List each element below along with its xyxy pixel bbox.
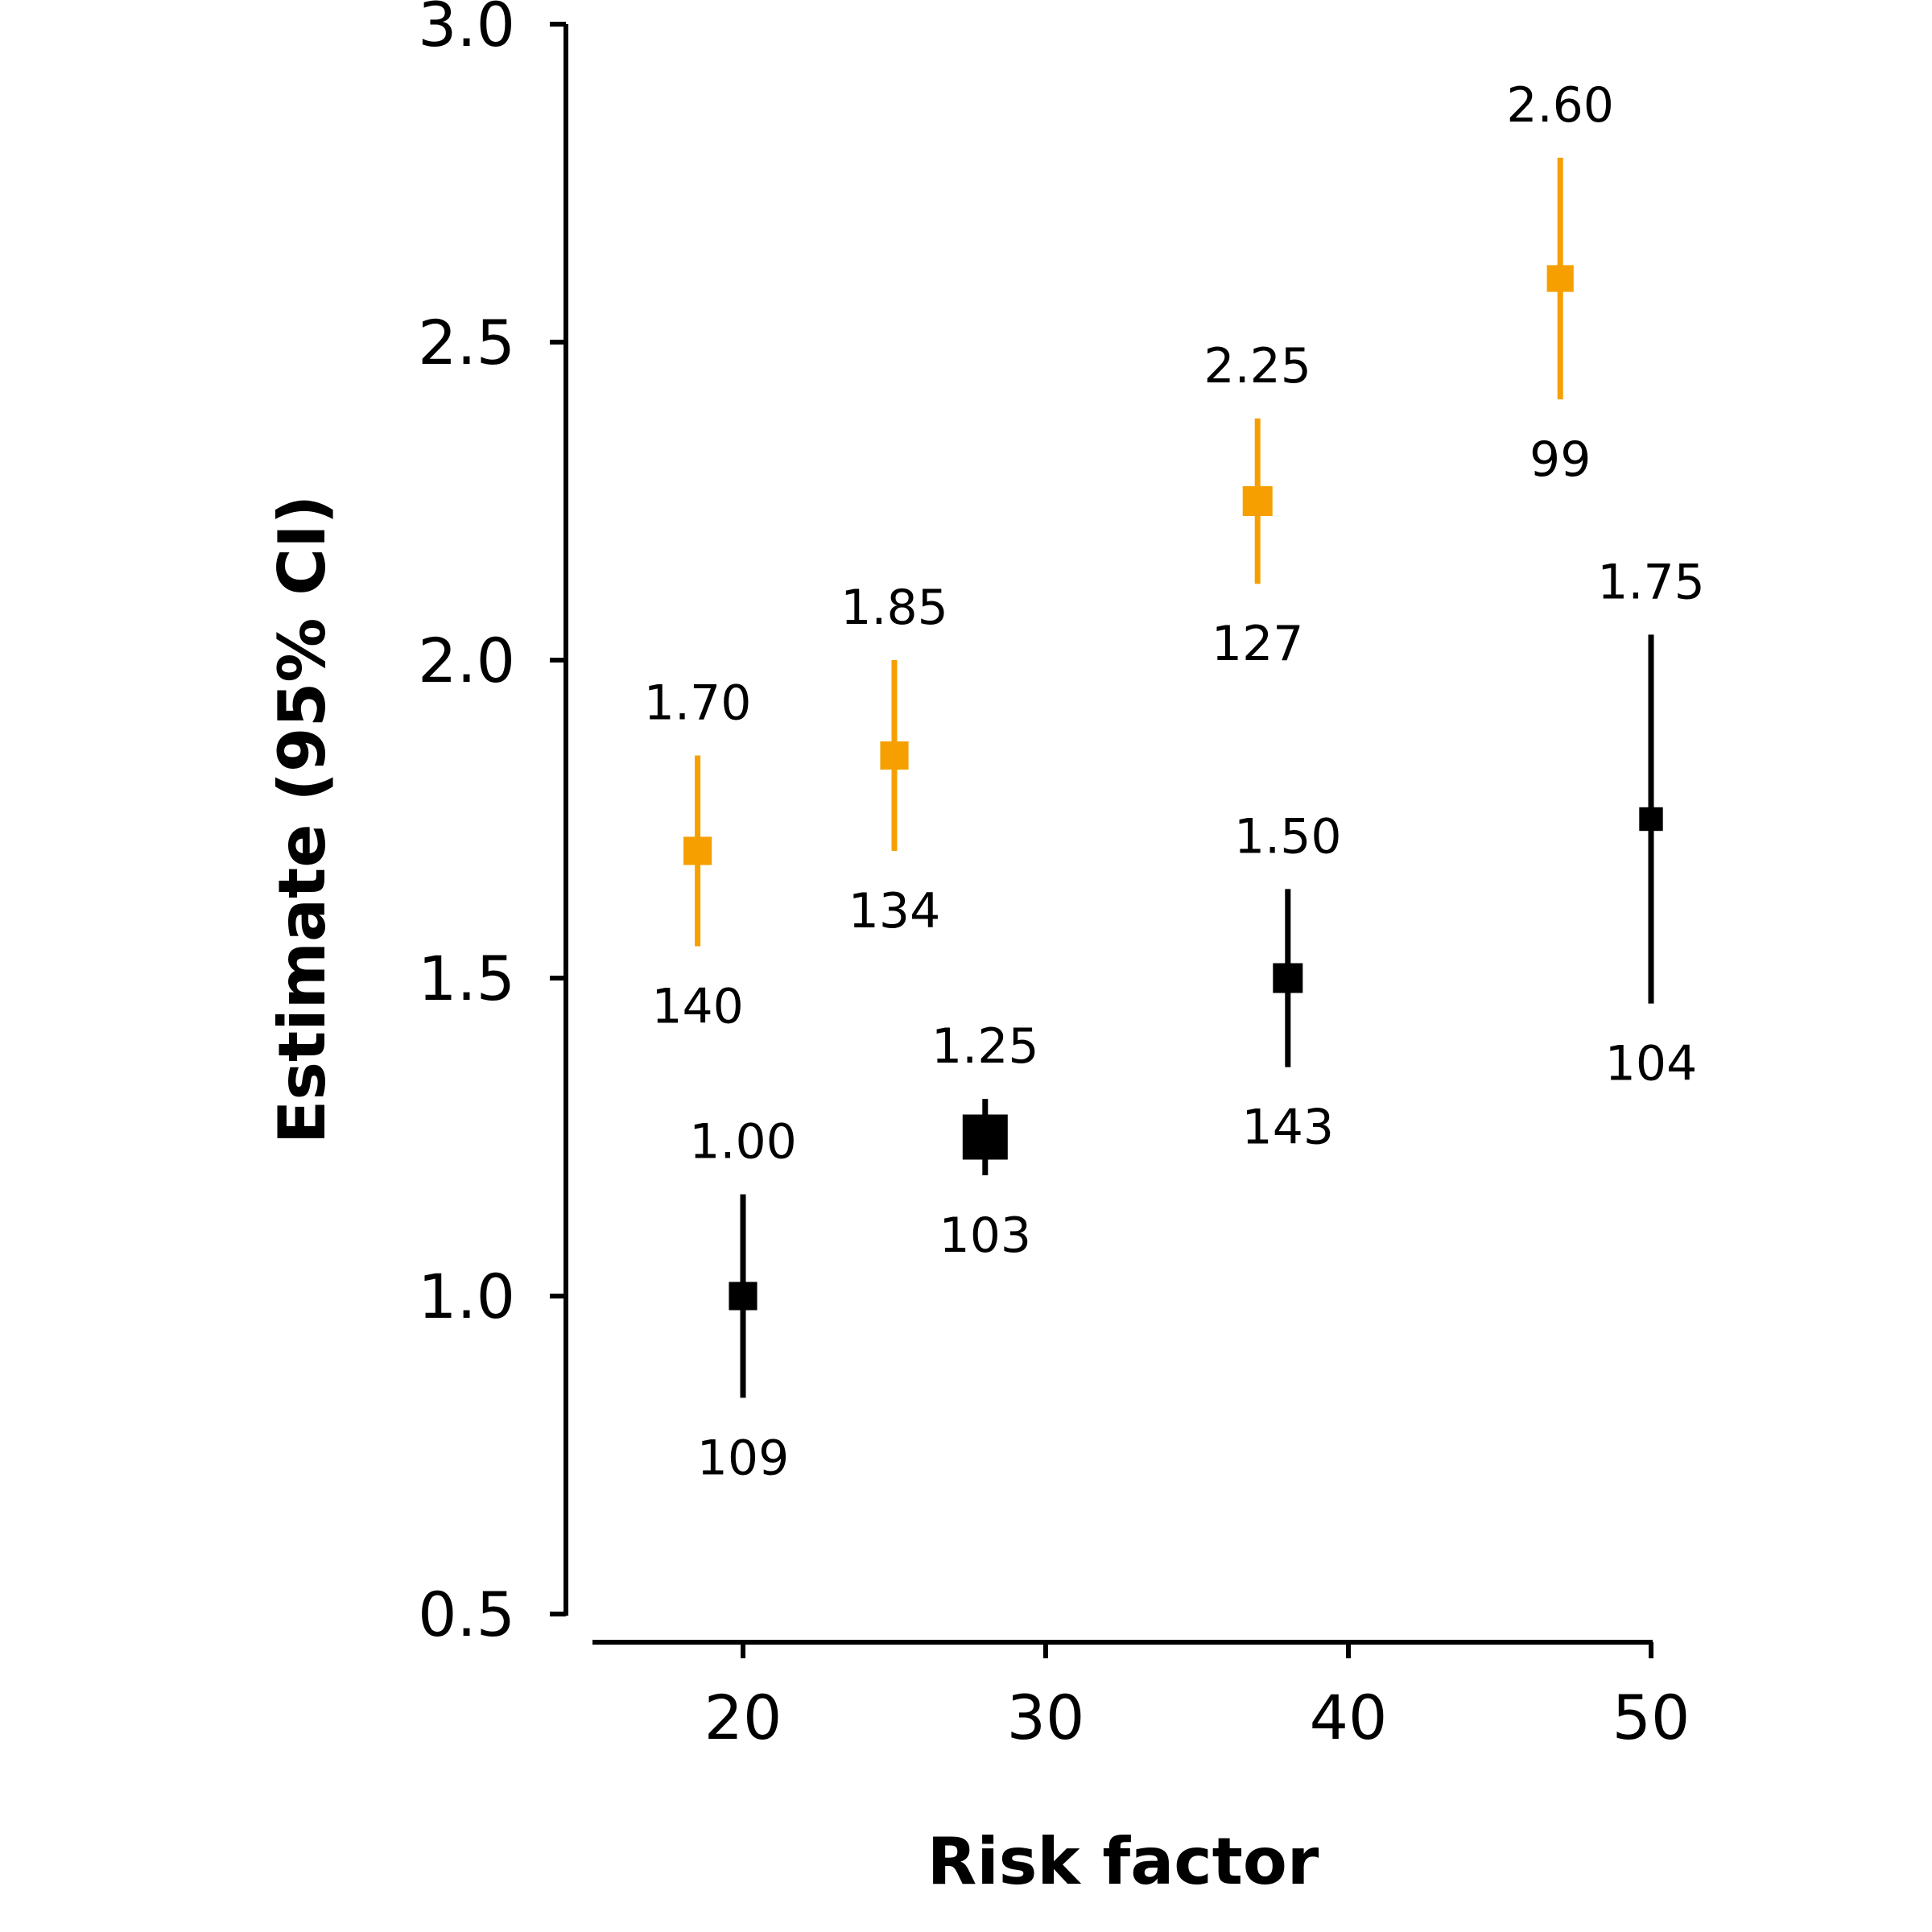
estimate-marker [683,836,712,865]
y-axis-title: Estimate (95% CI) [265,495,340,1145]
estimate-label: 2.25 [1203,338,1311,394]
sample-size-label: 109 [697,1430,790,1486]
y-tick-label: 1.5 [418,943,515,1014]
y-axis-ticks: 0.5 1.0 1.5 2.0 2.5 3.0 [418,0,566,1650]
y-tick-label: 1.0 [418,1261,515,1332]
x-tick-label: 50 [1612,1682,1690,1753]
estimate-label: 2.60 [1506,77,1614,134]
sample-size-label: 140 [651,979,744,1035]
sample-size-label: 99 [1530,431,1591,488]
y-tick-label: 0.5 [418,1579,515,1650]
estimate-marker [1639,807,1663,832]
x-axis-ticks: 20 30 40 50 [704,1642,1690,1753]
estimate-label: 1.85 [840,580,948,636]
y-tick-label: 3.0 [418,0,515,60]
y-tick-label: 2.0 [418,625,515,696]
y-tick-label: 2.5 [418,307,515,378]
estimate-marker [729,1282,758,1311]
sample-size-label: 104 [1605,1036,1698,1092]
estimate-marker [1546,265,1574,292]
estimate-marker [880,741,909,770]
x-tick-label: 20 [704,1682,782,1753]
sample-size-label: 134 [848,883,941,939]
estimate-label: 1.70 [644,675,752,732]
x-tick-label: 30 [1007,1682,1085,1753]
estimate-label: 1.00 [689,1114,797,1170]
estimate-label: 1.50 [1234,808,1342,865]
data-marks: 1.00 109 1.25 103 1.50 143 1.75 104 1.70 140 1.85 1… [644,77,1705,1487]
estimate-label: 1.75 [1597,554,1705,610]
x-tick-label: 40 [1310,1682,1388,1753]
x-axis-title: Risk factor [927,1824,1319,1899]
sample-size-label: 103 [939,1208,1032,1264]
estimate-marker [1273,963,1303,993]
estimate-label: 1.25 [931,1018,1039,1075]
estimate-marker [962,1114,1008,1160]
sample-size-label: 143 [1242,1100,1335,1156]
sample-size-label: 127 [1212,616,1304,672]
estimate-marker [1242,486,1273,516]
